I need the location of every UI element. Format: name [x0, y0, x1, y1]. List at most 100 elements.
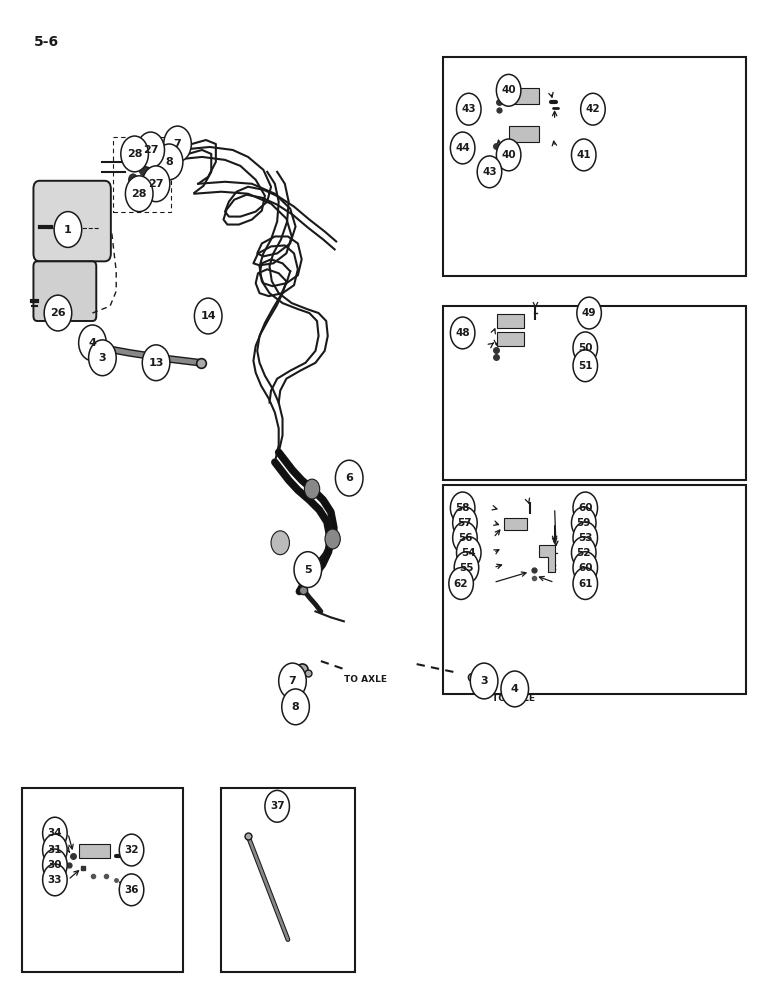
Text: 43: 43: [462, 104, 476, 114]
Ellipse shape: [265, 790, 290, 822]
Text: 60: 60: [578, 503, 593, 513]
Ellipse shape: [477, 156, 502, 188]
Circle shape: [325, 529, 340, 549]
Text: 14: 14: [201, 311, 216, 321]
Text: 28: 28: [127, 149, 142, 159]
Text: 48: 48: [455, 328, 470, 338]
Circle shape: [139, 164, 148, 176]
Text: 5: 5: [304, 565, 312, 575]
Text: 27: 27: [143, 145, 158, 155]
Circle shape: [148, 168, 157, 180]
FancyBboxPatch shape: [504, 518, 527, 530]
Ellipse shape: [452, 522, 477, 554]
Text: 56: 56: [458, 533, 472, 543]
Text: 44: 44: [455, 143, 470, 153]
Ellipse shape: [454, 552, 479, 584]
Circle shape: [148, 188, 157, 200]
Ellipse shape: [577, 297, 601, 329]
Ellipse shape: [456, 537, 481, 569]
Text: 7: 7: [174, 139, 181, 149]
Ellipse shape: [279, 663, 306, 699]
Circle shape: [128, 174, 137, 186]
Ellipse shape: [573, 522, 598, 554]
Ellipse shape: [573, 552, 598, 584]
Ellipse shape: [142, 345, 170, 381]
Text: 55: 55: [459, 563, 474, 573]
Text: 30: 30: [48, 860, 62, 870]
Ellipse shape: [450, 132, 475, 164]
Text: 53: 53: [578, 533, 593, 543]
Ellipse shape: [44, 295, 72, 331]
Ellipse shape: [452, 507, 477, 539]
Ellipse shape: [573, 492, 598, 524]
Ellipse shape: [79, 325, 107, 361]
Ellipse shape: [294, 552, 322, 588]
Ellipse shape: [573, 350, 598, 382]
Circle shape: [304, 479, 320, 499]
Text: 7: 7: [289, 676, 296, 686]
Text: 60: 60: [578, 563, 593, 573]
Text: TO AXLE: TO AXLE: [344, 674, 387, 684]
Text: 43: 43: [482, 167, 497, 177]
FancyBboxPatch shape: [80, 844, 110, 858]
Ellipse shape: [456, 93, 481, 125]
FancyBboxPatch shape: [33, 261, 96, 321]
Text: 27: 27: [148, 179, 164, 189]
Ellipse shape: [89, 340, 117, 376]
Ellipse shape: [155, 144, 183, 180]
Text: 3: 3: [99, 353, 107, 363]
Text: 8: 8: [165, 157, 173, 167]
Text: 8: 8: [292, 702, 300, 712]
Text: 4: 4: [511, 684, 519, 694]
Ellipse shape: [496, 74, 521, 106]
FancyBboxPatch shape: [33, 181, 111, 261]
Ellipse shape: [335, 460, 363, 496]
Text: 51: 51: [578, 361, 593, 371]
FancyBboxPatch shape: [509, 126, 540, 142]
Ellipse shape: [450, 492, 475, 524]
Text: 54: 54: [462, 548, 476, 558]
Text: 26: 26: [50, 308, 66, 318]
Ellipse shape: [282, 689, 310, 725]
Ellipse shape: [54, 212, 82, 247]
Circle shape: [128, 192, 137, 204]
Text: 34: 34: [48, 828, 63, 838]
FancyBboxPatch shape: [509, 88, 540, 104]
Text: 28: 28: [131, 189, 147, 199]
Ellipse shape: [571, 139, 596, 171]
Ellipse shape: [450, 317, 475, 349]
Text: 59: 59: [577, 518, 591, 528]
Text: 13: 13: [148, 358, 164, 368]
Text: 5-6: 5-6: [33, 35, 59, 49]
Text: 33: 33: [48, 875, 62, 885]
Ellipse shape: [137, 132, 164, 168]
Ellipse shape: [120, 136, 148, 172]
Ellipse shape: [449, 568, 473, 599]
Ellipse shape: [42, 834, 67, 866]
Ellipse shape: [573, 568, 598, 599]
Ellipse shape: [42, 849, 67, 881]
Ellipse shape: [573, 332, 598, 364]
Text: 1: 1: [64, 225, 72, 235]
Ellipse shape: [195, 298, 222, 334]
Text: 36: 36: [124, 885, 139, 895]
Text: 6: 6: [345, 473, 353, 483]
Text: 32: 32: [124, 845, 139, 855]
Text: 50: 50: [578, 343, 593, 353]
Text: 61: 61: [578, 579, 593, 589]
FancyBboxPatch shape: [497, 314, 524, 328]
Ellipse shape: [581, 93, 605, 125]
Ellipse shape: [571, 507, 596, 539]
Circle shape: [271, 531, 290, 555]
Circle shape: [139, 184, 148, 196]
Text: 62: 62: [454, 579, 469, 589]
Ellipse shape: [120, 834, 144, 866]
Ellipse shape: [571, 537, 596, 569]
Ellipse shape: [501, 671, 529, 707]
FancyBboxPatch shape: [497, 332, 524, 346]
Ellipse shape: [164, 126, 191, 162]
Ellipse shape: [120, 874, 144, 906]
Ellipse shape: [142, 166, 170, 202]
Polygon shape: [540, 545, 554, 572]
Text: 31: 31: [48, 845, 62, 855]
